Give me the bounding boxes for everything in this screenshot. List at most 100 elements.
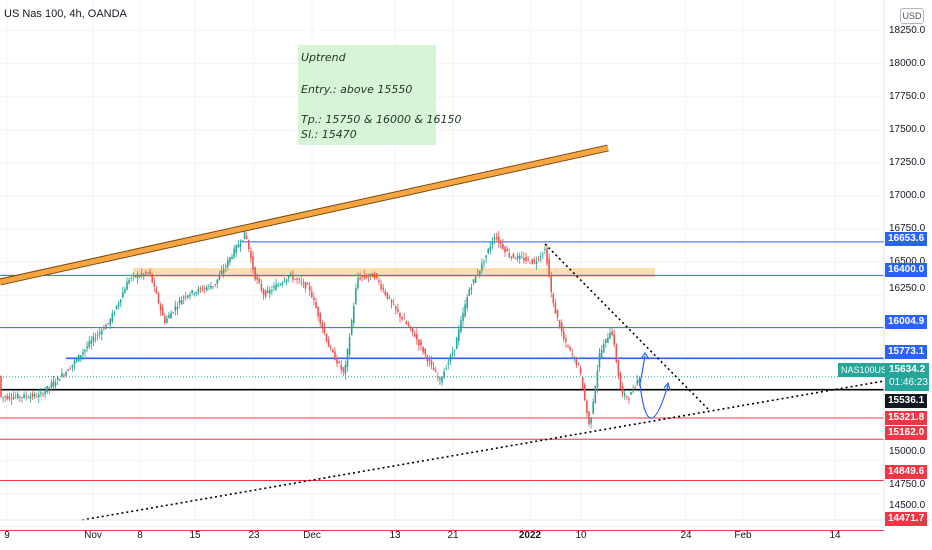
candle-body [8, 395, 11, 399]
candle-body [227, 260, 229, 268]
current-price-tag: 15634.2 01:46:23 [885, 363, 929, 391]
candle-body [418, 339, 420, 346]
candle-body [178, 300, 181, 303]
candle-body [138, 276, 141, 278]
candle-body [27, 397, 30, 399]
candle-body [283, 281, 286, 283]
x-tick-label: 10 [575, 530, 587, 541]
candle-body [168, 314, 170, 319]
candle-body [23, 394, 25, 398]
candle-body [609, 332, 611, 339]
candle-body [420, 341, 422, 346]
symbol-title[interactable]: US Nas 100, 4h, OANDA [4, 8, 127, 20]
candle-body [590, 417, 592, 424]
candle-body [56, 376, 59, 381]
candle-body [193, 293, 195, 295]
candle-body [558, 320, 561, 328]
candle-body [537, 258, 540, 260]
candle-body [407, 324, 410, 327]
candle-body [61, 373, 63, 377]
candle-body [212, 286, 214, 288]
candle-body [38, 394, 40, 398]
candle-body [166, 318, 168, 323]
candle-body [529, 262, 531, 264]
candle-body [147, 272, 149, 274]
candle-body [315, 301, 317, 309]
candle-body [628, 398, 630, 400]
candle-body [539, 256, 542, 258]
candle-body [214, 283, 216, 285]
x-tick-label: Feb [734, 530, 752, 541]
candle-body [533, 260, 536, 262]
candle-body [302, 282, 305, 284]
candle-body [350, 320, 353, 335]
candle-body [109, 319, 111, 325]
chart-grid [0, 0, 884, 528]
candle-body [140, 273, 143, 275]
candle-body [172, 312, 174, 313]
candle-body [321, 322, 324, 329]
projection-curve [639, 383, 669, 419]
candle-body [531, 259, 534, 264]
candle-body [252, 256, 254, 270]
trendlines [0, 144, 885, 521]
candle-body [361, 276, 363, 278]
candle-body [122, 292, 124, 298]
candle-body [319, 313, 321, 324]
y-tick-label: 15000.0 [889, 446, 926, 457]
candle-body [615, 344, 618, 362]
candle-body [174, 306, 177, 311]
candle-body [552, 294, 555, 304]
candle-body [458, 329, 460, 342]
candle-body [332, 349, 334, 353]
candle-body [327, 339, 330, 347]
candle-body [143, 273, 145, 276]
candle-body [277, 284, 279, 287]
candle-body [491, 241, 494, 245]
candle-body [369, 273, 372, 276]
candle-body [453, 349, 456, 351]
candle-body [353, 305, 355, 324]
candle-body [401, 317, 403, 320]
candle-body [617, 360, 620, 376]
candle-body [449, 355, 452, 362]
candle-body [422, 347, 424, 353]
candle-body [390, 300, 393, 303]
candle-body [208, 285, 210, 287]
trade-note[interactable]: Uptrend Entry.: above 15550 Tp.: 15750 &… [298, 45, 462, 145]
candle-body [571, 353, 573, 355]
candle-body [258, 278, 261, 284]
candle-body [260, 283, 263, 291]
y-tick-label: 16750.0 [889, 223, 926, 234]
candle-body [355, 287, 357, 305]
candle-body [69, 368, 72, 370]
candle-body [548, 258, 550, 277]
currency-button[interactable]: USD [900, 8, 924, 24]
candle-body [145, 271, 147, 274]
candle-body [506, 249, 508, 252]
x-tick-label: 23 [248, 530, 260, 541]
candle-body [42, 394, 44, 396]
candle-body [451, 352, 454, 355]
candle-body [577, 363, 580, 365]
candle-body [17, 393, 19, 399]
candle-body [607, 337, 609, 343]
candle-body [588, 411, 590, 425]
candle-body [348, 336, 351, 355]
candle-body [470, 287, 473, 290]
x-tick-label: 14 [829, 530, 841, 541]
candle-body [581, 377, 584, 390]
y-tick-label: 16500.0 [889, 256, 926, 267]
candle-body [136, 274, 139, 279]
candle-body [632, 390, 634, 392]
candle-body [262, 289, 265, 295]
candle-body [487, 248, 489, 254]
candle-body [191, 290, 193, 294]
candle-body [48, 386, 51, 389]
candle-body [550, 276, 552, 293]
y-tick-label: 18000.0 [889, 58, 926, 69]
support-trendline [81, 380, 885, 521]
candle-body [126, 282, 128, 291]
candle-body [84, 349, 86, 352]
